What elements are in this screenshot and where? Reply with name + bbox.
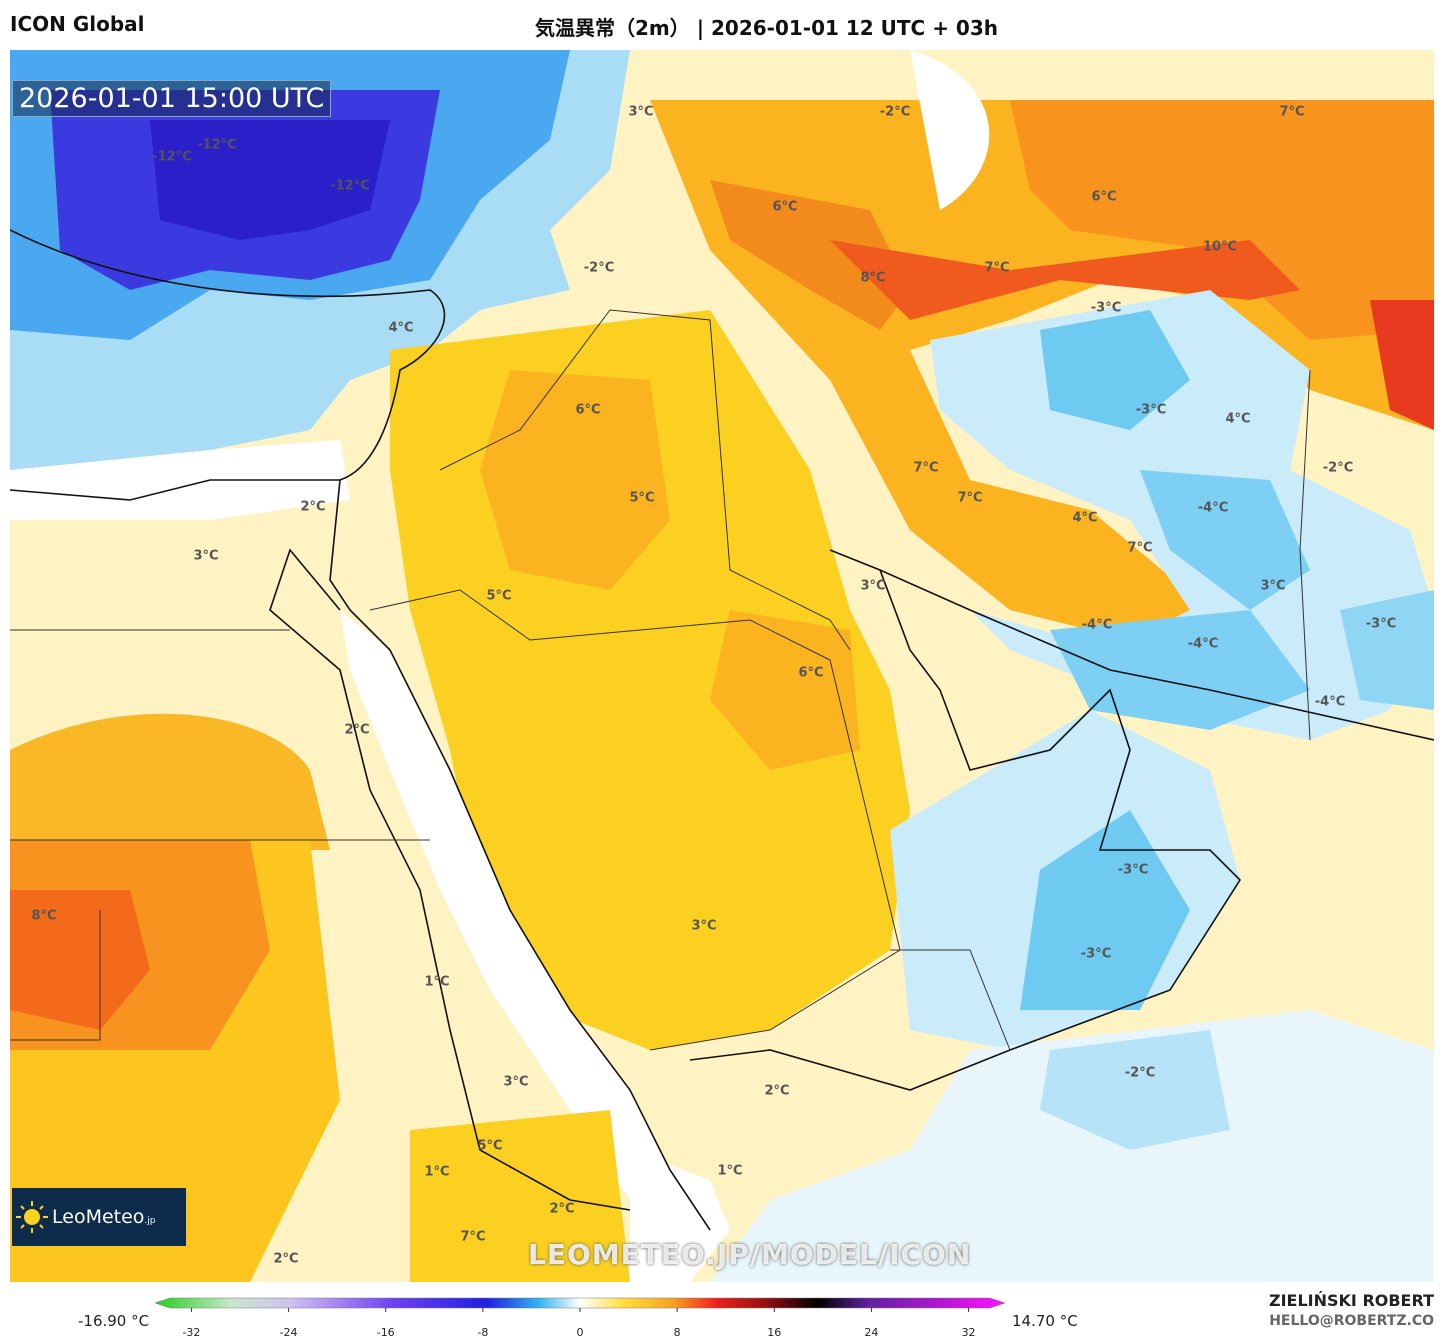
contour-label: -12°C — [152, 150, 192, 165]
email: HELLO@ROBERTZ.CO — [1269, 1313, 1434, 1329]
logo-sun — [16, 1201, 48, 1233]
contour-label: 3°C — [628, 105, 653, 120]
logo-suffix: .jp — [144, 1216, 156, 1226]
colorbar-tick-label: 8 — [674, 1326, 681, 1338]
contour-label: 7°C — [1127, 541, 1152, 556]
contour-label: 4°C — [1072, 511, 1097, 526]
contour-label: 2°C — [344, 723, 369, 738]
contour-label: 1°C — [717, 1164, 742, 1179]
contour-label: 3°C — [691, 919, 716, 934]
contour-label: -3°C — [1091, 301, 1121, 316]
contour-label: 2°C — [300, 500, 325, 515]
contour-label: 3°C — [1260, 579, 1285, 594]
contour-label: 3°C — [193, 549, 218, 564]
colorbar: -32 -24 -16 -8 0 8 16 24 32 — [154, 1297, 1006, 1338]
contour-label: -3°C — [1366, 617, 1396, 632]
model-name: ICON Global — [10, 12, 145, 36]
contour-label: -3°C — [1081, 947, 1111, 962]
contour-label: 7°C — [913, 461, 938, 476]
colorbar-ramp — [154, 1297, 1006, 1309]
contour-label: -4°C — [1082, 618, 1112, 633]
contour-label: -3°C — [1118, 863, 1148, 878]
contour-label: 1°C — [424, 975, 449, 990]
contour-label: 2°C — [764, 1084, 789, 1099]
map: -12°C -12°C -12°C 3°C -2°C 7°C 6°C 6°C 10°C 8°C 7°… — [10, 50, 1434, 1282]
contour-label: 10°C — [1203, 240, 1237, 255]
contour-label: 7°C — [957, 491, 982, 506]
contour-label: 5°C — [477, 1139, 502, 1154]
contour-label: -12°C — [330, 179, 370, 194]
contour-label: 7°C — [460, 1230, 485, 1245]
contour-label: -3°C — [1136, 403, 1166, 418]
contour-label: 4°C — [1225, 412, 1250, 427]
logo-name: LeoMeteo — [52, 1206, 145, 1228]
colorbar-max: 14.70 °C — [1012, 1312, 1078, 1330]
contour-labels: -12°C -12°C -12°C 3°C -2°C 7°C 6°C 6°C 10°C 8°C 7°… — [31, 105, 1396, 1267]
contour-label: 3°C — [860, 579, 885, 594]
colorbar-tick-label: -8 — [477, 1326, 488, 1338]
contour-label: 6°C — [772, 200, 797, 215]
colorbar-min: -16.90 °C — [78, 1312, 150, 1330]
colorbar-tick-label: -24 — [280, 1326, 298, 1338]
contour-label: -4°C — [1198, 501, 1228, 516]
contour-label: 2°C — [549, 1202, 574, 1217]
logo: LeoMeteo .jp — [12, 1188, 186, 1246]
anomaly-field — [10, 50, 1434, 1282]
colorbar-tick-label: 0 — [577, 1326, 584, 1338]
contour-label: 7°C — [1279, 105, 1304, 120]
contour-label: 8°C — [860, 271, 885, 286]
author: ZIELIŃSKI ROBERT — [1268, 1291, 1434, 1310]
colorbar-tick-label: -32 — [182, 1326, 200, 1338]
contour-label: 3°C — [503, 1075, 528, 1090]
map-title: 気温異常（2m） | 2026-01-01 12 UTC + 03h — [535, 16, 998, 40]
colorbar-tick-label: 16 — [767, 1326, 781, 1338]
contour-label: 6°C — [798, 666, 823, 681]
borders — [10, 309, 1311, 1051]
contour-label: -2°C — [1323, 461, 1353, 476]
contour-label: 1°C — [424, 1165, 449, 1180]
colorbar-tick-label: -16 — [377, 1326, 395, 1338]
contour-label: 6°C — [1091, 190, 1116, 205]
watermark: LEOMETEO.JP/MODEL/ICON — [528, 1238, 972, 1271]
colorbar-tick-label: 24 — [864, 1326, 878, 1338]
contour-label: -4°C — [1188, 637, 1218, 652]
contour-label: -4°C — [1315, 695, 1345, 710]
contour-label: -12°C — [197, 138, 237, 153]
contour-label: 2°C — [273, 1252, 298, 1267]
contour-label: 5°C — [629, 491, 654, 506]
colorbar-tick-label: 32 — [962, 1326, 976, 1338]
contour-label: 4°C — [388, 321, 413, 336]
contour-label: -2°C — [1125, 1066, 1155, 1081]
contour-label: 8°C — [31, 909, 56, 924]
contour-label: 6°C — [575, 403, 600, 418]
contour-label: -2°C — [880, 105, 910, 120]
contour-label: -2°C — [584, 261, 614, 276]
contour-label: 7°C — [984, 261, 1009, 276]
contour-label: 5°C — [486, 589, 511, 604]
valid-time: 2026-01-01 15:00 UTC — [12, 80, 332, 117]
